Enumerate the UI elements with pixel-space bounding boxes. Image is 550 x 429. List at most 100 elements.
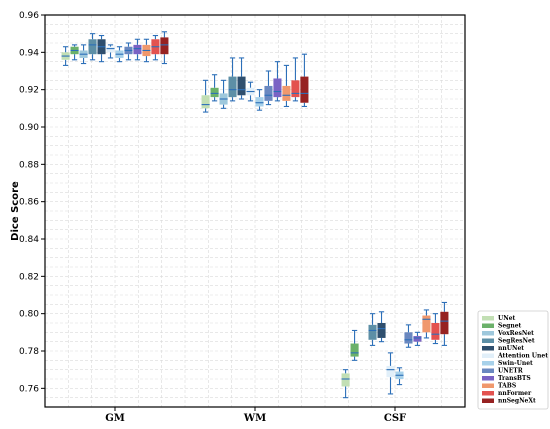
- box-segresnet: [88, 33, 97, 61]
- box-tabs: [282, 64, 291, 108]
- box-segresnet: [228, 57, 237, 102]
- box-body: [440, 311, 449, 335]
- box-body: [350, 343, 359, 357]
- x-category-label: WM: [243, 413, 266, 424]
- box-nnunet: [377, 311, 386, 343]
- legend-label: UNet: [498, 315, 516, 322]
- box-segnet: [350, 329, 359, 361]
- legend-swatch: [482, 383, 494, 388]
- y-tick-label: 0.88: [19, 160, 39, 170]
- y-tick-label: 0.82: [19, 272, 39, 282]
- legend-label: nnSegNeXt: [498, 398, 536, 405]
- box-body: [237, 76, 246, 96]
- box-body: [228, 76, 237, 98]
- legend-label: TransBTS: [498, 375, 531, 382]
- box-body: [413, 336, 422, 342]
- legend-swatch: [482, 353, 494, 358]
- box-nnsegnext: [300, 53, 309, 108]
- y-tick-label: 0.94: [19, 48, 39, 58]
- box-transbts: [273, 61, 282, 102]
- legend-swatch: [482, 361, 494, 366]
- legend-frame: [477, 310, 549, 410]
- box-unetr: [264, 70, 273, 106]
- legend-swatch: [482, 338, 494, 343]
- box-unet: [341, 369, 350, 399]
- legend-label: UNETR: [498, 368, 524, 375]
- box-body: [377, 323, 386, 338]
- box-attention-unet: [386, 352, 395, 395]
- y-tick-label: 0.78: [19, 347, 39, 357]
- legend-swatch: [482, 368, 494, 373]
- box-voxresnet: [79, 44, 88, 65]
- grid-lines: [45, 14, 465, 408]
- box-body: [264, 85, 273, 101]
- box-body: [273, 78, 282, 98]
- box-body: [160, 37, 169, 55]
- y-axis-title: Dice Score: [10, 181, 21, 241]
- box-body: [106, 46, 115, 53]
- box-body: [431, 323, 440, 340]
- box-segnet: [210, 74, 219, 102]
- legend-label: Segnet: [498, 323, 522, 330]
- legend-label: Attention Unet: [497, 353, 548, 360]
- box-body: [386, 365, 395, 378]
- box-nnsegnext: [440, 301, 449, 346]
- box-body: [282, 85, 291, 101]
- box-swin-unet: [115, 46, 124, 63]
- box-body: [341, 373, 350, 387]
- x-category-label: CSF: [384, 413, 406, 424]
- legend-label: VoxResNet: [497, 330, 534, 337]
- y-tick-label: 0.86: [19, 198, 39, 208]
- y-tick-label: 0.76: [19, 384, 39, 394]
- box-body: [300, 76, 309, 103]
- legend-label: TABS: [498, 383, 516, 390]
- legend-label: nnUNet: [498, 345, 524, 352]
- box-unet: [61, 46, 70, 66]
- box-plot-series: [61, 31, 449, 399]
- y-axis-ticks: 0.76 0.78 0.80 0.82 0.84 0.86 0.88 0.90 0.92 0.94…: [19, 11, 45, 394]
- box-unetr: [124, 42, 133, 61]
- y-tick-label: 0.90: [19, 123, 39, 133]
- box-segnet: [70, 44, 79, 61]
- legend-swatch: [482, 398, 494, 403]
- box-voxresnet: [219, 79, 228, 109]
- box-body: [210, 87, 219, 98]
- box-body: [255, 97, 264, 107]
- x-category-label: GM: [105, 413, 125, 424]
- box-tabs: [142, 38, 151, 63]
- y-tick-label: 0.84: [19, 235, 39, 245]
- box-nnformer: [151, 34, 160, 61]
- legend: UNetSegnetVoxResNetSegResNetnnUNetAttent…: [477, 310, 549, 410]
- legend-label: nnFormer: [498, 390, 532, 397]
- box-attention-unet: [246, 81, 255, 102]
- y-tick-label: 0.96: [19, 11, 39, 21]
- legend-swatch: [482, 316, 494, 321]
- box-tabs: [422, 309, 431, 339]
- box-segresnet: [368, 313, 377, 346]
- box-body: [133, 44, 142, 55]
- box-unetr: [404, 324, 413, 348]
- box-body: [291, 80, 300, 98]
- box-nnformer: [291, 57, 300, 102]
- box-body: [422, 315, 431, 333]
- legend-swatch: [482, 323, 494, 328]
- legend-swatch: [482, 331, 494, 336]
- box-nnsegnext: [160, 31, 169, 65]
- box-body: [88, 39, 97, 55]
- box-swin-unet: [255, 89, 264, 111]
- box-transbts: [413, 331, 422, 346]
- legend-label: Swin-Unet: [498, 360, 533, 367]
- box-unet: [201, 79, 210, 113]
- x-axis-ticks: GM WM CSF: [105, 407, 406, 424]
- y-tick-label: 0.92: [19, 86, 39, 96]
- legend-swatch: [482, 346, 494, 351]
- box-body: [404, 332, 413, 344]
- legend-swatch: [482, 376, 494, 381]
- box-transbts: [133, 38, 142, 61]
- y-tick-label: 0.80: [19, 310, 39, 320]
- box-body: [368, 324, 377, 340]
- box-nnunet: [237, 57, 246, 100]
- box-nnformer: [431, 313, 440, 345]
- legend-label: SegResNet: [498, 338, 535, 345]
